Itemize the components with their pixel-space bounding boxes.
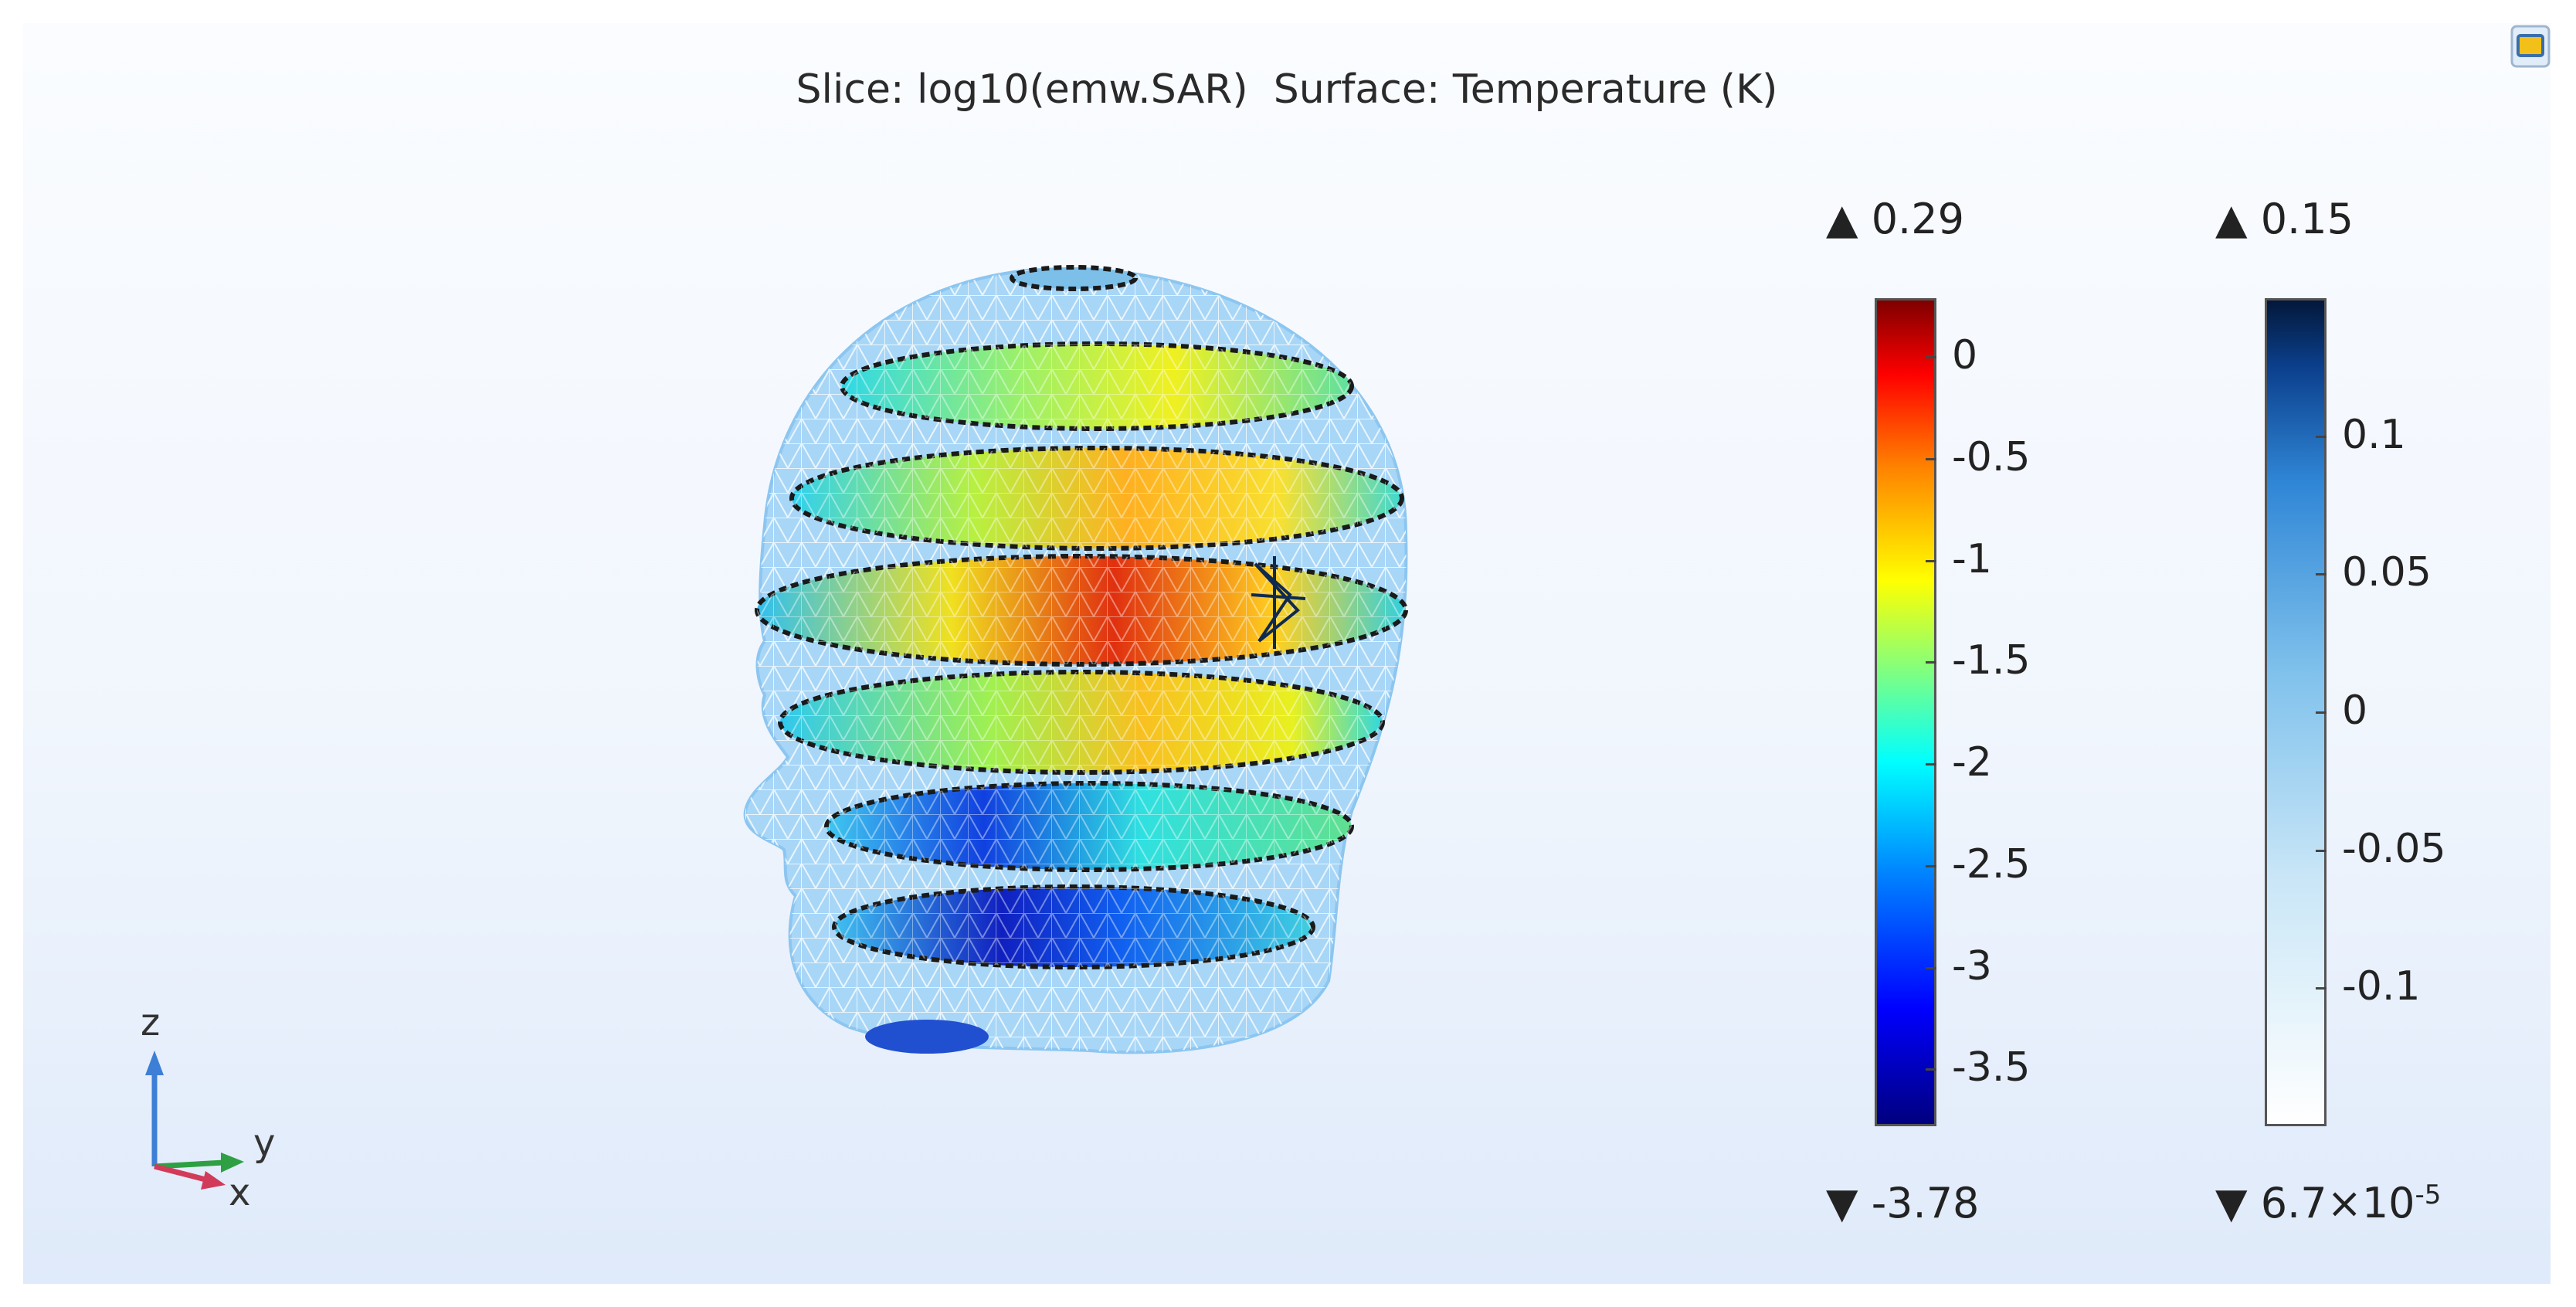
plot-title: Slice: log10(emw.SAR) Surface: Temperatu… [796, 66, 1778, 113]
axis-y-label: y [253, 1122, 275, 1165]
colorbar-tick-label: 0.05 [2342, 549, 2432, 596]
temp-max-label: ▲ 0.15 [2215, 195, 2354, 243]
colorbar-tick-mark [1926, 966, 1936, 969]
sar-max-label: ▲ 0.29 [1826, 195, 1964, 243]
colorbar-tick-label: -3 [1952, 942, 1992, 990]
temp-min-label: ▼ 6.7×10-5 [2215, 1179, 2441, 1227]
colorbar-tick-mark [2316, 987, 2327, 990]
colorbar-tick-mark [2316, 849, 2327, 852]
colorbar-tick-mark [1926, 559, 1936, 562]
colorbar-tick-label: -2.5 [1952, 840, 2031, 888]
slice-8 [865, 1020, 989, 1054]
colorbar-tick-label: -0.05 [2342, 825, 2446, 872]
colorbar-tick-label: -1.5 [1952, 637, 2031, 684]
colorbar-tick-mark [2316, 435, 2327, 438]
colorbar-tick-label: -3.5 [1952, 1044, 2031, 1091]
colorbar-tick-mark [2316, 573, 2327, 576]
temp-min-exponent: -5 [2415, 1180, 2442, 1210]
colorbar-tick-mark [1926, 1068, 1936, 1071]
axis-x-label: x [229, 1171, 250, 1214]
axis-triad: z y x [141, 1001, 275, 1214]
sar-min-label: ▼ -3.78 [1826, 1179, 1980, 1227]
axis-z-label: z [141, 1001, 160, 1044]
colorbar-tick-label: 0 [2342, 687, 2368, 734]
colorbar-tick-label: -0.5 [1952, 434, 2031, 481]
camera-view-icon[interactable] [2507, 23, 2551, 71]
colorbar-tick-mark [1926, 458, 1936, 461]
colorbar-tick-mark [1926, 864, 1936, 867]
sar-colorbar [1875, 298, 1936, 1126]
graphics-viewport[interactable]: Slice: log10(emw.SAR) Surface: Temperatu… [23, 23, 2551, 1284]
colorbar-tick-label: 0.1 [2342, 411, 2406, 458]
slice-1 [1010, 265, 1138, 291]
colorbar-tick-mark [2316, 711, 2327, 714]
colorbar-tick-label: -0.1 [2342, 963, 2421, 1010]
colorbar-tick-label: -2 [1952, 739, 1992, 786]
head-model[interactable] [23, 23, 2551, 1284]
colorbar-tick-mark [1926, 763, 1936, 766]
colorbar-tick-mark [1926, 356, 1936, 359]
temp-min-mantissa: ▼ 6.7×10 [2215, 1179, 2415, 1227]
source-marker [1251, 556, 1306, 649]
colorbar-tick-label: -1 [1952, 535, 1992, 582]
colorbar-tick-mark [1926, 661, 1936, 664]
colorbar-tick-label: 0 [1952, 332, 1978, 379]
